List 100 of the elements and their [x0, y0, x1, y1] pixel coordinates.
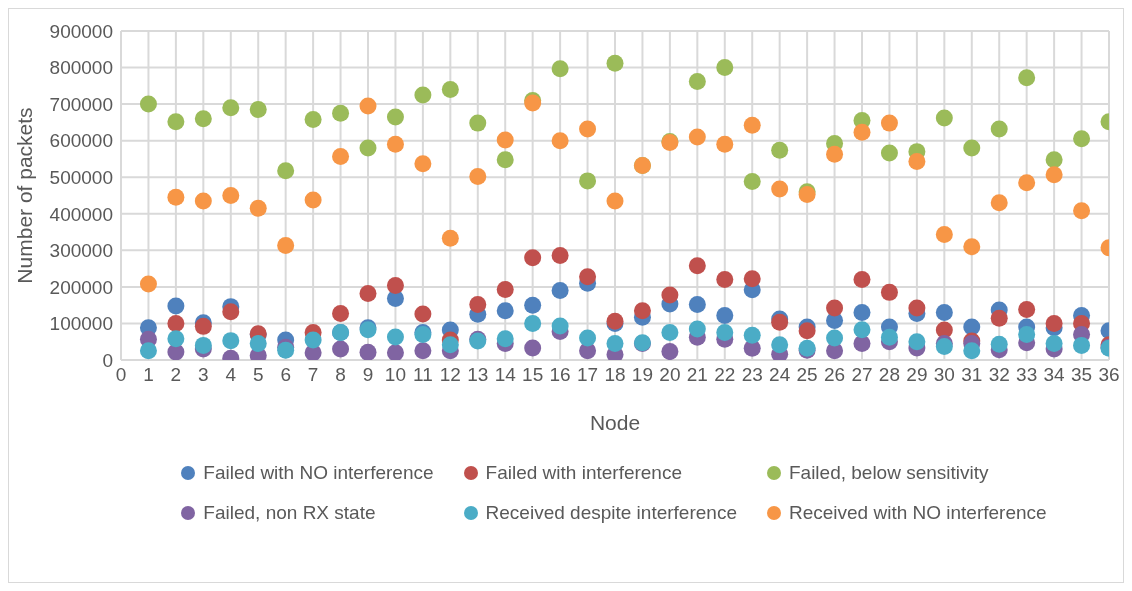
point [304, 191, 322, 209]
point [194, 192, 212, 210]
x-tick-label: 35 [1070, 364, 1093, 386]
point [853, 123, 871, 141]
point [332, 147, 350, 165]
point [249, 101, 267, 119]
x-tick-label: 8 [335, 364, 346, 386]
x-tick-label: 21 [686, 364, 708, 386]
point [688, 320, 706, 338]
point [222, 303, 240, 321]
x-tick-label: 12 [439, 364, 461, 386]
point [935, 226, 953, 244]
point [441, 229, 459, 247]
point [249, 199, 267, 217]
point [332, 104, 350, 122]
point [332, 305, 350, 323]
point [524, 249, 542, 267]
point [661, 324, 679, 342]
point [332, 340, 350, 358]
x-tick-label: 26 [823, 364, 846, 386]
legend-label: Failed, below sensitivity [788, 462, 989, 484]
point [469, 167, 487, 185]
x-tick-label: 9 [362, 364, 374, 386]
point [579, 120, 597, 138]
point [880, 144, 898, 162]
x-tick-label: 16 [549, 364, 571, 386]
point [963, 318, 981, 336]
x-axis-title: Node [589, 411, 641, 434]
y-tick-label: 800000 [49, 57, 113, 79]
x-tick-label: 4 [225, 364, 237, 386]
x-tick-label: 13 [467, 364, 489, 386]
y-tick-label: 100000 [49, 313, 113, 335]
point [524, 339, 542, 357]
point [606, 192, 624, 210]
point [167, 314, 185, 332]
x-tick-label: 23 [741, 364, 763, 386]
point [743, 326, 761, 344]
point [524, 296, 542, 314]
x-tick-label: 19 [631, 364, 654, 386]
point [935, 109, 953, 127]
point [496, 131, 514, 149]
point [359, 139, 377, 157]
point [1045, 335, 1063, 353]
point [1018, 174, 1036, 192]
point [524, 314, 542, 332]
point [716, 324, 734, 342]
point [716, 135, 734, 153]
point [469, 295, 487, 313]
point [551, 282, 569, 300]
point [194, 336, 212, 354]
x-tick-label: 33 [1016, 364, 1038, 386]
x-tick-label: 25 [796, 364, 818, 386]
y-axis-title: Number of packets [13, 107, 37, 284]
point [688, 295, 706, 313]
y-tick-label: 400000 [49, 203, 113, 225]
point [1073, 336, 1091, 354]
point [551, 317, 569, 335]
point [771, 141, 789, 159]
x-tick-label: 15 [522, 364, 544, 386]
y-tick-label: 0 [102, 349, 113, 371]
point [304, 331, 322, 349]
y-tick-label: 600000 [49, 130, 113, 152]
x-tick-label: 14 [494, 364, 517, 386]
point [304, 110, 322, 128]
point [496, 151, 514, 169]
point [359, 97, 377, 115]
point [771, 336, 789, 354]
point [880, 283, 898, 301]
x-tick-label: 29 [906, 364, 928, 386]
legend-label: Received with NO interference [788, 502, 1047, 524]
point [1045, 314, 1063, 332]
point [222, 99, 240, 117]
point [688, 128, 706, 146]
point [990, 309, 1008, 327]
point [496, 302, 514, 320]
x-tick-label: 32 [988, 364, 1010, 386]
x-tick-label: 0 [115, 364, 127, 386]
x-tick-label: 5 [252, 364, 264, 386]
point [167, 113, 185, 131]
point [771, 180, 789, 198]
x-tick-label: 11 [413, 364, 433, 386]
x-tick-label: 28 [878, 364, 901, 386]
point [1073, 130, 1091, 148]
point [716, 59, 734, 77]
point [359, 284, 377, 302]
point [1018, 301, 1036, 319]
point [963, 238, 981, 256]
point [1018, 69, 1036, 87]
point [579, 172, 597, 190]
point [990, 335, 1008, 353]
point [414, 86, 432, 104]
y-tick-label: 200000 [49, 276, 113, 298]
x-tick-label: 10 [384, 364, 407, 386]
point [249, 335, 267, 353]
x-tick-label: 17 [576, 364, 599, 386]
x-tick-label: 24 [769, 364, 791, 386]
point [496, 330, 514, 348]
point [551, 60, 569, 78]
point [167, 188, 185, 206]
point [716, 306, 734, 324]
